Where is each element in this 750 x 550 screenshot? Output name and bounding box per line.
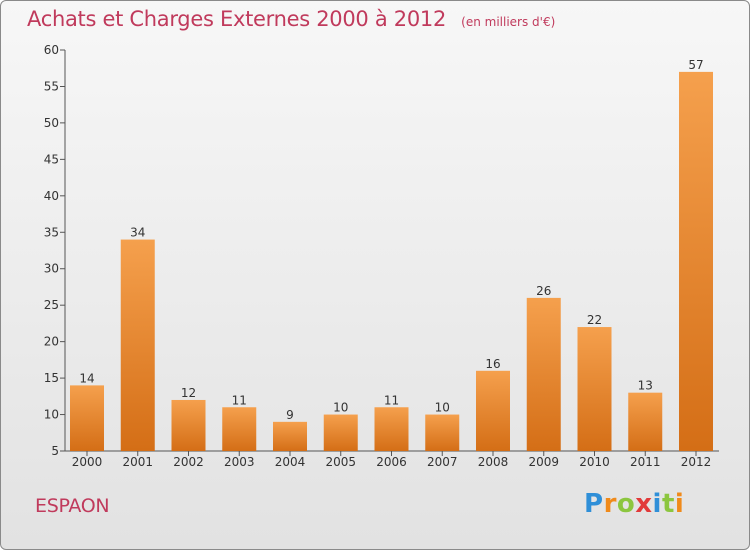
bar-value-label: 10 <box>435 401 450 415</box>
bar <box>577 327 612 451</box>
x-tick-label: 2005 <box>325 455 356 469</box>
bar-value-label: 14 <box>79 371 94 385</box>
bar <box>628 392 663 451</box>
bar <box>273 421 307 451</box>
logo-letter: i <box>652 489 662 519</box>
y-tick-label: 55 <box>44 79 59 93</box>
y-tick-label: 20 <box>44 335 59 349</box>
y-tick-label: 45 <box>44 152 59 166</box>
bar-value-label: 12 <box>181 386 196 400</box>
y-tick-label: 30 <box>44 262 59 276</box>
y-tick-label: 60 <box>44 43 59 57</box>
bar <box>425 414 460 451</box>
x-tick-label: 2000 <box>72 455 103 469</box>
bar <box>374 407 409 451</box>
bar <box>526 297 561 451</box>
x-tick-label: 2001 <box>122 455 153 469</box>
logo-letter: o <box>616 489 636 519</box>
x-tick-label: 2009 <box>528 455 559 469</box>
chart-title: Achats et Charges Externes 2000 à 2012 <box>27 7 447 31</box>
y-tick-label: 35 <box>44 225 59 239</box>
bar <box>679 71 713 451</box>
bar-value-label: 57 <box>688 58 703 72</box>
logo-letter: t <box>661 489 675 519</box>
x-tick-label: 2006 <box>376 455 407 469</box>
x-tick-label: 2010 <box>579 455 610 469</box>
x-tick-label: 2008 <box>478 455 509 469</box>
bar <box>222 407 257 451</box>
logo-letter: i <box>674 489 685 519</box>
y-tick-label: 50 <box>44 116 59 130</box>
y-tick-label: 40 <box>44 189 59 203</box>
bar-value-label: 10 <box>333 401 348 415</box>
bar-value-label: 16 <box>485 357 500 371</box>
x-tick-label: 2011 <box>630 455 661 469</box>
bar-value-label: 11 <box>232 393 247 407</box>
logo-letter: r <box>603 489 617 519</box>
bar-value-label: 9 <box>286 408 294 422</box>
bar-value-label: 13 <box>638 379 653 393</box>
bar <box>171 399 206 451</box>
y-tick-label: 10 <box>44 408 59 422</box>
y-tick-label: 25 <box>44 298 59 312</box>
y-tick-label: 5 <box>51 444 59 458</box>
logo-letter: P <box>584 489 604 519</box>
bar-value-label: 34 <box>130 226 145 240</box>
commune-name: ESPAON <box>35 495 110 517</box>
bar-value-label: 11 <box>384 393 399 407</box>
x-tick-label: 2002 <box>173 455 204 469</box>
bar <box>476 370 510 451</box>
chart-subtitle: (en milliers d'€) <box>461 15 556 29</box>
x-tick-label: 2012 <box>681 455 712 469</box>
proxiti-logo: Proxiti <box>584 489 684 519</box>
bar <box>323 414 358 451</box>
x-tick-label: 2004 <box>275 455 306 469</box>
logo-letter: x <box>635 489 653 519</box>
chart-title-row: Achats et Charges Externes 2000 à 2012 (… <box>27 7 555 31</box>
y-tick-label: 15 <box>44 371 59 385</box>
bar <box>70 385 104 451</box>
bar-value-label: 26 <box>536 284 551 298</box>
bar <box>120 239 155 451</box>
bar-value-label: 22 <box>587 313 602 327</box>
x-tick-label: 2007 <box>427 455 458 469</box>
x-tick-label: 2003 <box>224 455 255 469</box>
